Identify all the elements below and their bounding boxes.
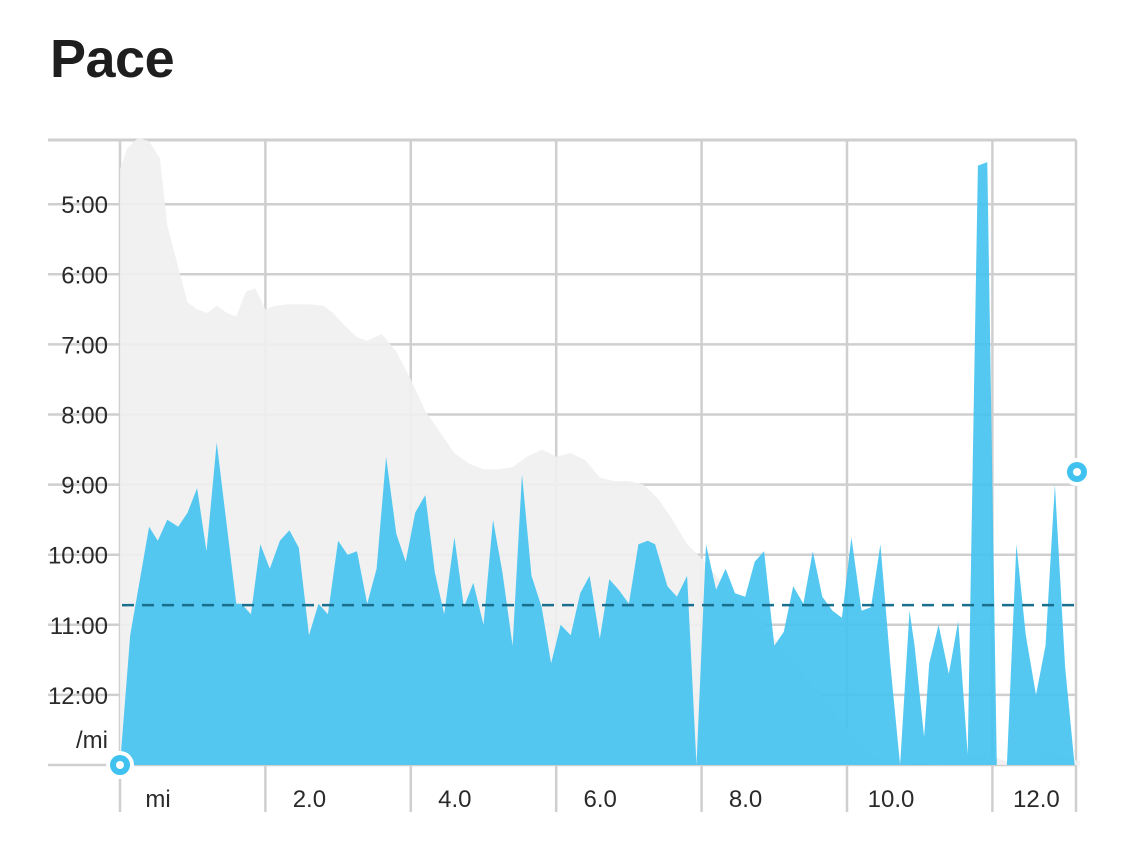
y-tick-label: 8:00	[61, 403, 108, 430]
y-axis-unit-label: /mi	[76, 727, 108, 754]
y-tick-label: 6:00	[61, 262, 108, 289]
y-tick-label: 11:00	[50, 613, 108, 640]
range-handles	[106, 458, 1091, 779]
y-axis-ticks: 5:00 6:00 7:00 8:00 9:00 10:00 11:00 12:00/mi	[48, 192, 108, 754]
y-tick-label: 12:00	[48, 683, 108, 710]
page-title: Pace	[50, 29, 175, 89]
x-tick-label: 6.0	[584, 786, 617, 813]
x-tick-label: 2.0	[293, 786, 326, 813]
range-end-handle-dot	[1073, 468, 1081, 476]
pace-area	[120, 162, 1080, 766]
y-tick-label: 5:00	[61, 192, 108, 219]
y-tick-label: 7:00	[61, 332, 108, 359]
y-tick-label: 9:00	[61, 473, 108, 500]
y-tick-label: 10:00	[48, 543, 108, 570]
x-axis-ticks: mi 2.0 4.0 6.0 8.0 10.0 12.0	[145, 786, 1059, 813]
x-tick-label: 4.0	[438, 786, 471, 813]
range-start-handle-dot	[116, 761, 124, 769]
x-tick-label: mi	[145, 786, 170, 813]
x-tick-label: 12.0	[1013, 786, 1060, 813]
x-tick-label: 10.0	[868, 786, 915, 813]
x-tick-label: 8.0	[729, 786, 762, 813]
